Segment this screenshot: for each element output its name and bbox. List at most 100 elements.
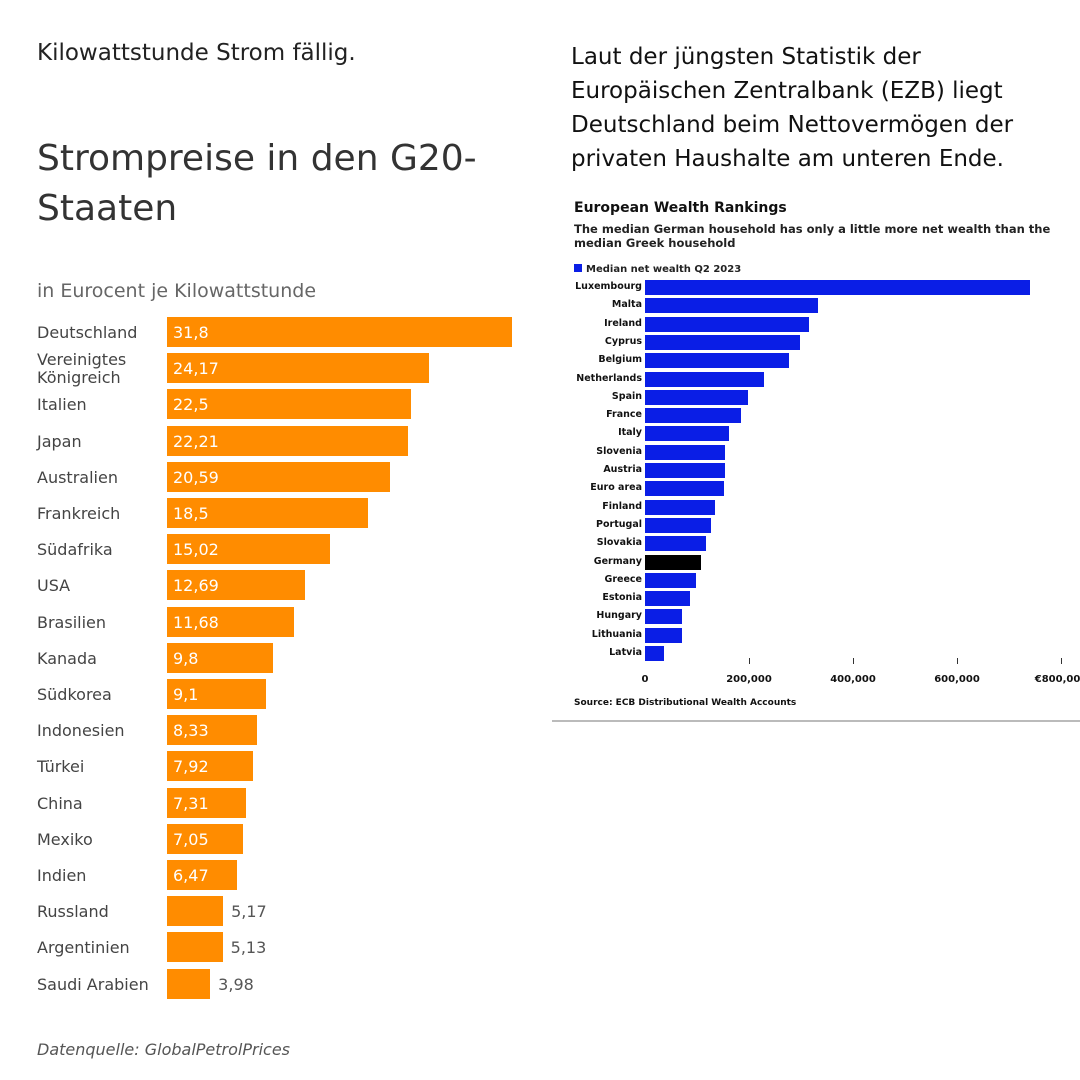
bar-label: Slovenia xyxy=(596,445,642,457)
bar-row: Greece xyxy=(552,572,1080,589)
tick-label: 200,000 xyxy=(726,674,772,685)
tick-label: 600,000 xyxy=(934,674,980,685)
value-label: 11,68 xyxy=(173,612,219,632)
bar xyxy=(645,316,809,332)
bar: 9,8 xyxy=(167,642,274,673)
bar-label: Indonesien xyxy=(37,721,125,741)
bar xyxy=(645,554,702,570)
bar-row: Brasilien 11,68 xyxy=(0,606,540,639)
bar: 7,05 xyxy=(167,823,244,854)
bar-label: Euro area xyxy=(590,482,642,494)
bar: 24,17 xyxy=(167,353,430,384)
bar-row: Türkei 7,92 xyxy=(0,751,540,783)
bar: 12,69 xyxy=(167,570,305,601)
bar: 7,31 xyxy=(167,787,247,818)
bar xyxy=(645,426,730,442)
legend: Median net wealth Q2 2023 xyxy=(574,264,741,275)
legend-label: Median net wealth Q2 2023 xyxy=(586,264,742,275)
bar-label: Greece xyxy=(604,573,642,585)
bar-row: Lithuania xyxy=(552,627,1080,644)
bar xyxy=(645,499,716,515)
bar xyxy=(645,627,682,643)
bar-row: Ireland xyxy=(552,316,1080,333)
bar-label: Spain xyxy=(611,390,642,402)
source-left: Datenquelle: GlobalPetrolPrices xyxy=(37,1040,290,1059)
bar-row: China 7,31 xyxy=(0,787,540,820)
bar-row: Südkorea 9,1 xyxy=(0,679,540,711)
bar: 31,8 xyxy=(167,317,513,347)
bar-label: Italien xyxy=(37,395,87,415)
bar-label: Indien xyxy=(37,866,87,885)
value-label: 9,8 xyxy=(173,648,199,668)
bar-label: Deutschland xyxy=(37,323,138,342)
bar-row: Argentinien 5,13 xyxy=(0,932,540,964)
bar xyxy=(645,591,691,607)
bar xyxy=(645,481,725,497)
bar-row: Südafrika 15,02 xyxy=(0,534,540,566)
bar-label: Malta xyxy=(611,299,642,311)
bar-row: Mexiko 7,05 xyxy=(0,823,540,856)
value-label: 8,33 xyxy=(173,721,209,741)
bar-row: Portugal xyxy=(552,517,1080,534)
legend-swatch xyxy=(574,264,582,272)
value-label: 31,8 xyxy=(173,323,209,342)
bar-row: Estonia xyxy=(552,591,1080,607)
bar-label: Belgium xyxy=(598,354,642,366)
bar-label: Argentinien xyxy=(37,938,130,958)
bar: 22,21 xyxy=(167,425,408,456)
ezb-text: Laut der jüngsten Statistik der Europäis… xyxy=(571,44,1014,172)
bar-row: Italy xyxy=(552,426,1080,442)
bar: 22,5 xyxy=(167,389,412,420)
bar-label: Netherlands xyxy=(576,372,642,384)
value-label: 20,59 xyxy=(173,467,219,487)
axis-tick xyxy=(853,658,854,664)
bar-label: Finland xyxy=(602,500,642,512)
intro-text: Kilowattstunde Strom fällig. xyxy=(37,40,356,66)
bar: 9,1 xyxy=(167,679,266,709)
bar-label: Südkorea xyxy=(37,685,112,704)
bar-row: Austria xyxy=(552,463,1080,479)
bar-row: Cyprus xyxy=(552,334,1080,351)
bar-row: France xyxy=(552,408,1080,424)
bar-label: Portugal xyxy=(596,518,642,530)
bar-label: Russland xyxy=(37,902,109,922)
bar-row: Slovenia xyxy=(552,444,1080,461)
bar xyxy=(645,572,696,588)
bar-row: Indonesien 8,33 xyxy=(0,715,540,747)
value-label: 9,1 xyxy=(173,685,199,704)
axis-tick xyxy=(957,658,958,664)
bar xyxy=(645,280,1030,295)
value-label: 22,21 xyxy=(173,431,219,451)
bar-label: Kanada xyxy=(37,648,97,668)
value-label: 3,98 xyxy=(218,974,254,994)
bar-row: Finland xyxy=(552,499,1080,516)
bar-label: Cyprus xyxy=(604,335,642,347)
tick-label: 400,000 xyxy=(830,674,876,685)
wealth-chart-panel: European Wealth Rankings The median Germ… xyxy=(552,190,1080,722)
value-label: 7,05 xyxy=(173,829,209,849)
bar-label: Lithuania xyxy=(591,628,642,640)
bar xyxy=(645,334,800,350)
bar-row: Slovakia xyxy=(552,536,1080,552)
bar-label: Austria xyxy=(603,464,642,475)
bar-label: Saudi Arabien xyxy=(37,974,149,994)
bar-row: Australien 20,59 xyxy=(0,461,540,494)
bar-label: Estonia xyxy=(602,592,642,604)
bar xyxy=(645,609,682,625)
bar-row: Euro area xyxy=(552,481,1080,497)
bar-row: Japan 22,21 xyxy=(0,425,540,458)
value-label: 12,69 xyxy=(173,576,219,596)
bar-label: Hungary xyxy=(596,610,642,622)
bar-row: Belgium xyxy=(552,353,1080,369)
bar-label: Mexiko xyxy=(37,829,93,849)
bar xyxy=(645,444,726,460)
value-label: 24,17 xyxy=(173,359,219,379)
axis-tick xyxy=(1061,658,1062,664)
tick-label: 0 xyxy=(641,674,649,685)
bar-label: Australien xyxy=(37,467,118,487)
bar xyxy=(645,646,665,661)
bar-row: Hungary xyxy=(552,609,1080,625)
bar-row: Germany xyxy=(552,554,1080,571)
value-label: 5,17 xyxy=(231,902,267,922)
bar: 3,98 xyxy=(167,968,254,999)
